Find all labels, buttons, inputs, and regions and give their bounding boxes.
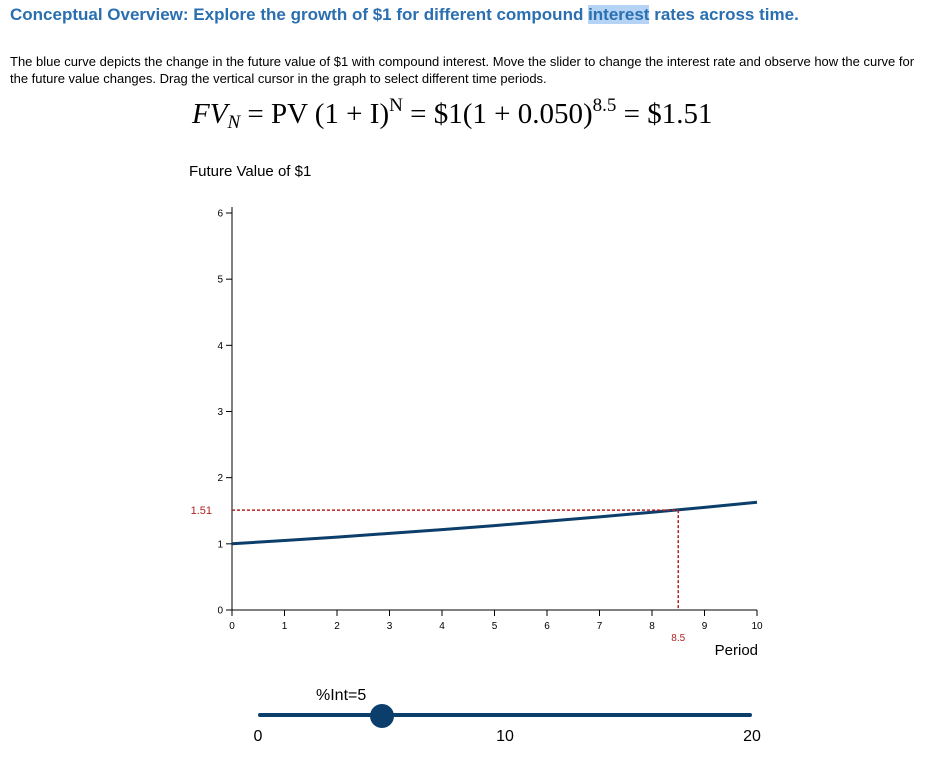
future-value-chart: 0 1 2 3 4 5 6 0 1 2 3 4 5 6 7 8 9 10 Period 1.51 8.5 bbox=[191, 207, 763, 659]
x-tick-label: 8 bbox=[649, 621, 655, 632]
slider-tick-label: 0 bbox=[253, 728, 263, 745]
x-tick-label: 2 bbox=[334, 621, 340, 632]
title-part-2: rates across time. bbox=[649, 5, 799, 24]
slider-tick-label: 10 bbox=[496, 728, 514, 745]
y-tick-label: 3 bbox=[217, 407, 223, 418]
interest-slider-thumb[interactable] bbox=[369, 704, 394, 728]
slider-tick-label: 20 bbox=[743, 728, 761, 745]
x-tick-label: 10 bbox=[751, 621, 763, 632]
formula-dollar-part: = $1(1 + 0.050) bbox=[410, 98, 593, 130]
formula-fv: FV bbox=[192, 98, 228, 130]
x-tick-label: 3 bbox=[387, 621, 393, 632]
x-tick-label: 7 bbox=[597, 621, 603, 632]
formula: FVN = PV (1 + I)N = $1(1 + 0.050)8.5 = $… bbox=[192, 95, 713, 133]
x-tick-label: 9 bbox=[702, 621, 708, 632]
formula-fv-sub: N bbox=[227, 112, 241, 133]
formula-result: = $1.51 bbox=[623, 98, 713, 130]
x-tick-label: 1 bbox=[282, 621, 288, 632]
slider-label: %Int=5 bbox=[316, 687, 367, 704]
x-tick-label: 5 bbox=[492, 621, 498, 632]
title-highlight: interest bbox=[588, 5, 650, 24]
formula-pv-exp: N bbox=[389, 95, 403, 116]
formula-dollar-exp: 8.5 bbox=[592, 95, 617, 116]
y-tick-label: 0 bbox=[217, 606, 223, 617]
y-axis-label: Future Value of $1 bbox=[189, 163, 312, 180]
y-tick-label: 6 bbox=[217, 209, 223, 220]
interest-slider-track[interactable] bbox=[258, 713, 752, 717]
title-part-1: Conceptual Overview: Explore the growth … bbox=[10, 5, 589, 24]
page-title: Conceptual Overview: Explore the growth … bbox=[10, 5, 799, 25]
description: The blue curve depicts the change in the… bbox=[10, 54, 915, 86]
y-tick-label: 1 bbox=[217, 539, 223, 550]
cursor-y-label: 1.51 bbox=[191, 505, 212, 517]
x-axis-label: Period bbox=[715, 642, 758, 659]
x-tick-label: 6 bbox=[544, 621, 550, 632]
y-tick-label: 5 bbox=[217, 275, 223, 286]
y-tick-label: 4 bbox=[217, 341, 223, 352]
formula-pv-part: = PV (1 + I) bbox=[247, 98, 390, 130]
y-tick-label: 2 bbox=[217, 473, 223, 484]
cursor-x-label: 8.5 bbox=[671, 633, 685, 644]
x-tick-label: 0 bbox=[229, 621, 235, 632]
x-tick-label: 4 bbox=[439, 621, 445, 632]
